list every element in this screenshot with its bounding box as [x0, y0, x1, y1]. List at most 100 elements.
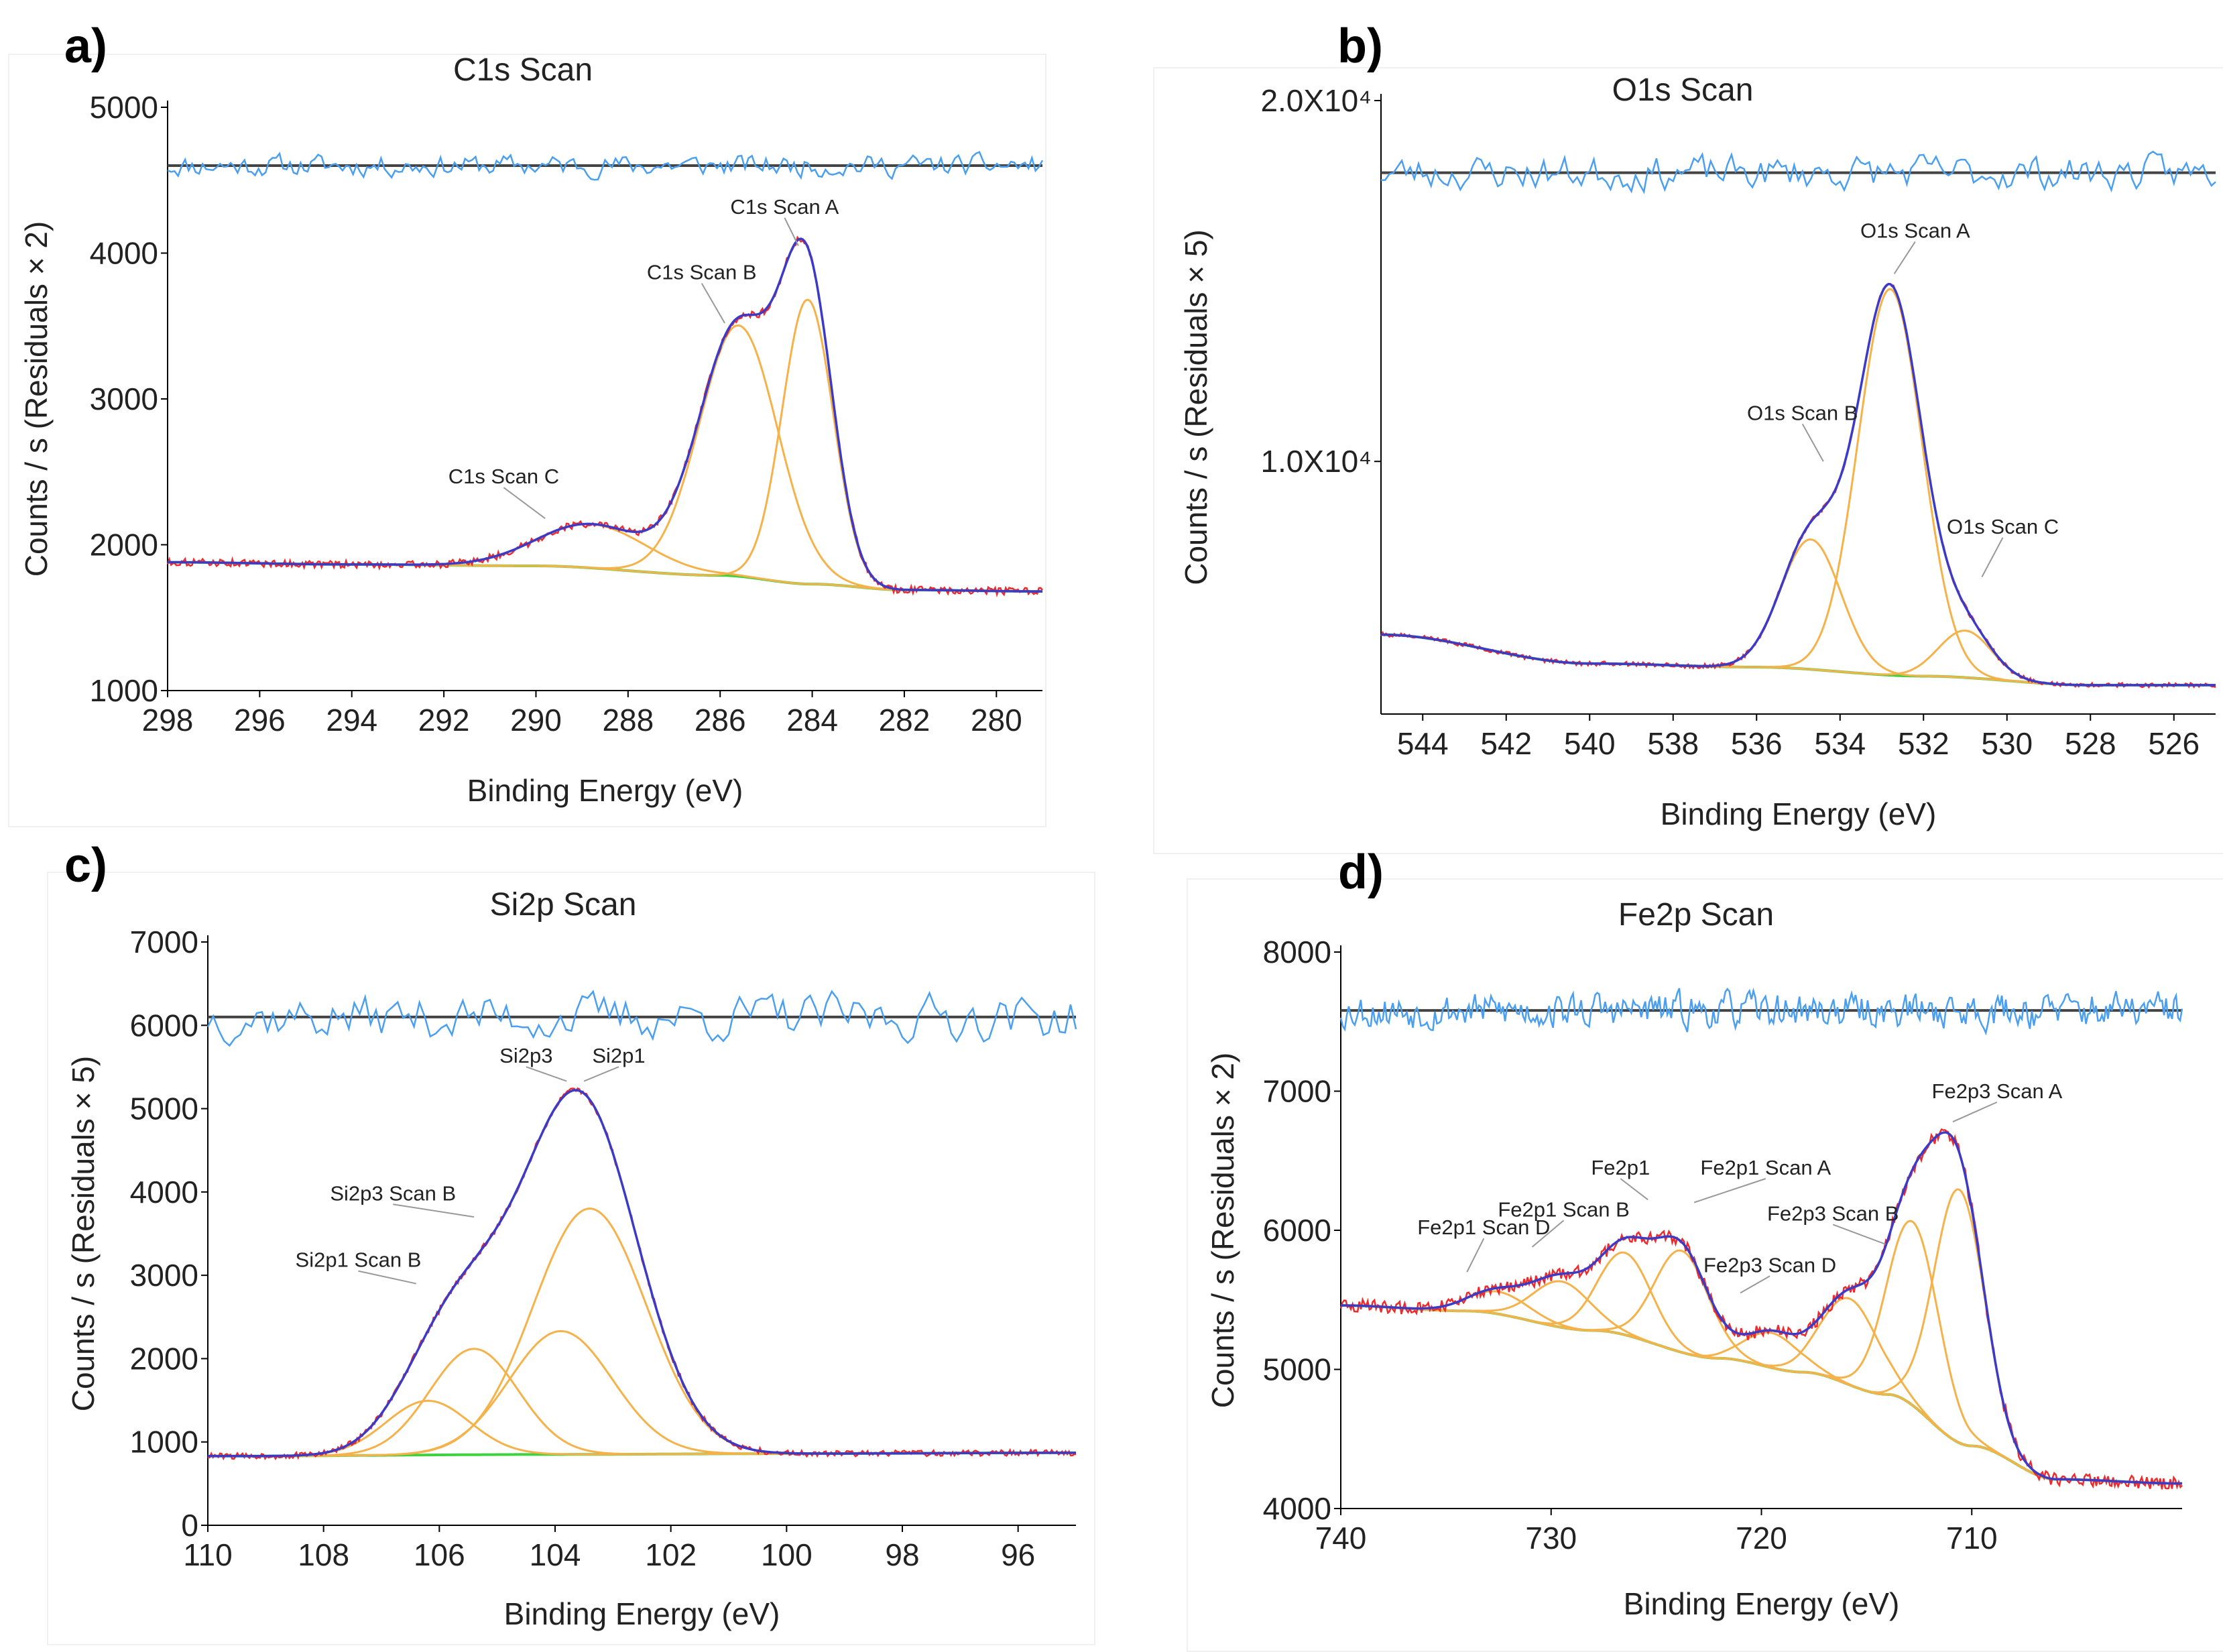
x-tick-label: 100 [761, 1537, 813, 1572]
peak-annotation: Si2p3 Scan B [330, 1181, 456, 1205]
y-tick-label: 6000 [1263, 1213, 1331, 1248]
y-tick-label: 0 [181, 1508, 198, 1543]
panel-c-letter: c) [64, 839, 108, 892]
component-peak [1340, 1290, 2182, 1485]
residual-trace [206, 990, 1077, 1047]
x-tick-label: 288 [602, 703, 654, 738]
peak-annotation: Si2p1 Scan B [296, 1248, 422, 1272]
component-peak [1340, 1249, 2182, 1485]
x-tick-label: 280 [971, 703, 1022, 738]
annotation-leader [1832, 1224, 1886, 1245]
y-tick-label: 3000 [90, 381, 158, 416]
peak-annotation: Fe2p1 [1591, 1156, 1650, 1179]
y-tick-label: 8000 [1263, 935, 1331, 969]
panel-b: b) O1s Scan 544 542 540 538 536 534 532 530 528 52… [1126, 0, 2223, 854]
x-axis-label: Binding Energy (eV) [504, 1596, 780, 1631]
annotation-leader [1693, 1178, 1766, 1203]
annotation-leader [1620, 1178, 1648, 1201]
y-tick-label: 5000 [90, 90, 158, 125]
x-tick-label: 286 [695, 703, 746, 738]
fe2p-chart: Fe2p Scan 740 730 720 710 4000 5000 6000 7000 800… [1205, 897, 2183, 1621]
raw-data-line [1339, 1128, 2183, 1490]
annotation-leader [1893, 241, 1916, 274]
annotation-leader [784, 217, 799, 247]
x-tick-label: 534 [1814, 726, 1866, 761]
y-tick-label: 2000 [90, 528, 158, 563]
x-tick-label: 292 [418, 703, 470, 738]
peak-annotation: Fe2p3 Scan D [1703, 1253, 1836, 1277]
x-tick-label: 532 [1898, 726, 1949, 761]
y-tick-label: 7000 [1263, 1074, 1331, 1109]
y-tick-label: 1000 [90, 673, 158, 708]
x-tick-label: 102 [645, 1537, 697, 1572]
peak-annotation: O1s Scan C [1947, 515, 2059, 538]
panel-d-letter: d) [1338, 845, 1384, 899]
y-tick-label: 3000 [130, 1258, 198, 1293]
y-tick-label: 1000 [130, 1425, 198, 1460]
annotation-leader [526, 1066, 567, 1082]
x-tick-label: 740 [1315, 1521, 1367, 1555]
peak-annotation: Fe2p1 Scan D [1417, 1216, 1550, 1239]
residual-trace [1339, 987, 2183, 1036]
annotation-leader [1952, 1101, 1998, 1123]
x-tick-label: 98 [885, 1537, 919, 1572]
y-tick-label: 1.0X10⁴ [1260, 444, 1372, 479]
background-line [1381, 633, 2216, 687]
annotation-leader [1981, 537, 2004, 577]
x-tick-label: 526 [2148, 726, 2200, 761]
chart-title: Si2p Scan [490, 887, 637, 923]
component-peak [1340, 1280, 2182, 1485]
y-axis-label: Counts / s (Residuals × 2) [19, 221, 54, 577]
annotation-leader [1740, 1275, 1770, 1294]
x-tick-label: 282 [879, 703, 930, 738]
x-tick-label: 96 [1001, 1537, 1035, 1572]
y-tick-label: 5000 [130, 1092, 198, 1126]
component-peak [1340, 1251, 2182, 1485]
y-tick-label: 4000 [130, 1175, 198, 1210]
x-axis-label: Binding Energy (eV) [1661, 796, 1937, 831]
panel-b-letter: b) [1337, 19, 1383, 73]
x-tick-label: 540 [1564, 726, 1616, 761]
x-axis-label: Binding Energy (eV) [1624, 1586, 1900, 1621]
envelope-line [1340, 1131, 2182, 1485]
annotation-leader [701, 283, 725, 324]
x-tick-label: 290 [510, 703, 562, 738]
x-tick-label: 104 [530, 1537, 581, 1572]
peak-annotation: C1s Scan C [448, 465, 559, 488]
raw-data-line [207, 1087, 1077, 1461]
component-peak [208, 1330, 1076, 1458]
residual-trace [1380, 150, 2216, 194]
c1s-chart: C1s Scan 298 296 294 292 290 288 286 284 282 280 10… [19, 52, 1044, 808]
annotation-leader [1466, 1238, 1485, 1273]
x-tick-label: 542 [1480, 726, 1532, 761]
peak-annotation: Fe2p1 Scan A [1700, 1156, 1831, 1179]
panel-b-frame [1153, 67, 2223, 854]
y-tick-label: 7000 [130, 925, 198, 959]
x-tick-label: 544 [1397, 726, 1449, 761]
residual-trace [167, 151, 1044, 181]
y-tick-label: 4000 [1263, 1491, 1331, 1526]
envelope-line [1381, 282, 2216, 687]
component-peak [208, 1348, 1076, 1458]
annotation-leader [393, 1203, 475, 1218]
raw-data-line [166, 235, 1043, 598]
peak-annotation: Fe2p3 Scan B [1767, 1201, 1899, 1225]
y-axis-label: Counts / s (Residuals × 5) [66, 1056, 101, 1412]
x-tick-label: 110 [183, 1537, 232, 1572]
panel-d: d) Fe2p Scan 740 730 720 710 4000 5000 6000 7000… [1140, 838, 2223, 1652]
peak-annotation: Si2p1 [592, 1044, 645, 1067]
component-peak [1381, 288, 2216, 687]
annotation-leader [583, 1066, 619, 1082]
envelope-line [168, 237, 1042, 593]
x-tick-label: 710 [1946, 1521, 1998, 1555]
peak-annotation: Fe2p1 Scan B [1498, 1197, 1629, 1221]
component-peak [168, 523, 1042, 593]
x-tick-label: 294 [326, 703, 377, 738]
x-tick-label: 298 [142, 703, 194, 738]
y-tick-label: 5000 [1263, 1352, 1331, 1387]
x-tick-label: 284 [786, 703, 838, 738]
annotation-leader [1801, 423, 1824, 462]
peak-annotation: C1s Scan B [647, 261, 757, 284]
y-tick-label: 2000 [130, 1341, 198, 1376]
component-peak [168, 298, 1042, 593]
